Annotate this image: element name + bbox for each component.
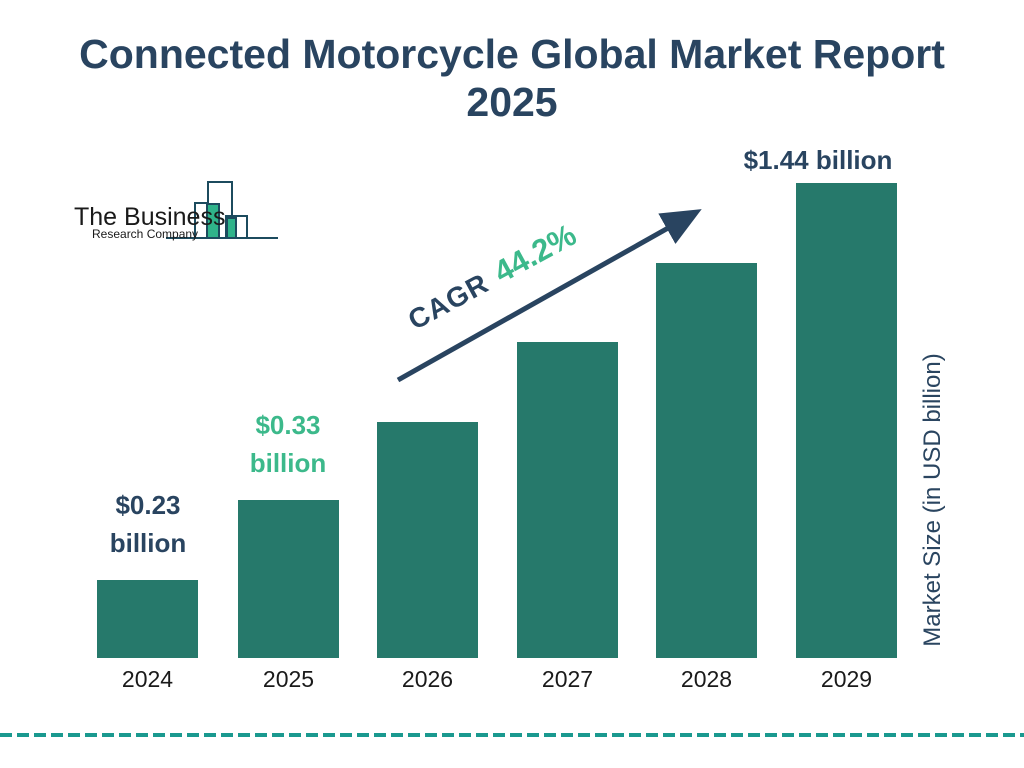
bar-2029 xyxy=(796,183,897,658)
bar-2028 xyxy=(656,263,757,658)
bar-2024 xyxy=(97,580,198,658)
x-axis-label-2027: 2027 xyxy=(541,666,594,692)
logo-text-line2: Research Company xyxy=(92,227,198,241)
bar-2027 xyxy=(517,342,618,658)
page-title-line1: Connected Motorcycle Global Market Repor… xyxy=(79,31,945,77)
logo-skyline-icon: The Business Research Company xyxy=(74,181,278,241)
cagr-arrow-icon xyxy=(396,209,702,383)
x-axis-label-2029: 2029 xyxy=(820,666,873,692)
value-label-2024: $0.23 billion xyxy=(109,490,187,558)
page-title: Connected Motorcycle Global Market Repor… xyxy=(0,30,1024,126)
bar-2026 xyxy=(377,422,478,658)
company-logo: The Business Research Company xyxy=(70,172,285,244)
x-axis-label-2026: 2026 xyxy=(401,666,454,692)
bar-2025 xyxy=(238,500,339,658)
x-axis-label-2025: 2025 xyxy=(262,666,315,692)
value-label-2029: $1.44 billion xyxy=(743,145,893,175)
logo-text-line1: The Business xyxy=(74,203,225,231)
x-axis-label-2028: 2028 xyxy=(680,666,733,692)
bottom-dashed-line xyxy=(0,733,1024,737)
page-title-line2: 2025 xyxy=(466,79,558,125)
value-label-2025: $0.33 billion xyxy=(249,410,327,478)
y-axis-label: Market Size (in USD billion) xyxy=(919,353,946,647)
x-axis-label-2024: 2024 xyxy=(121,666,174,692)
